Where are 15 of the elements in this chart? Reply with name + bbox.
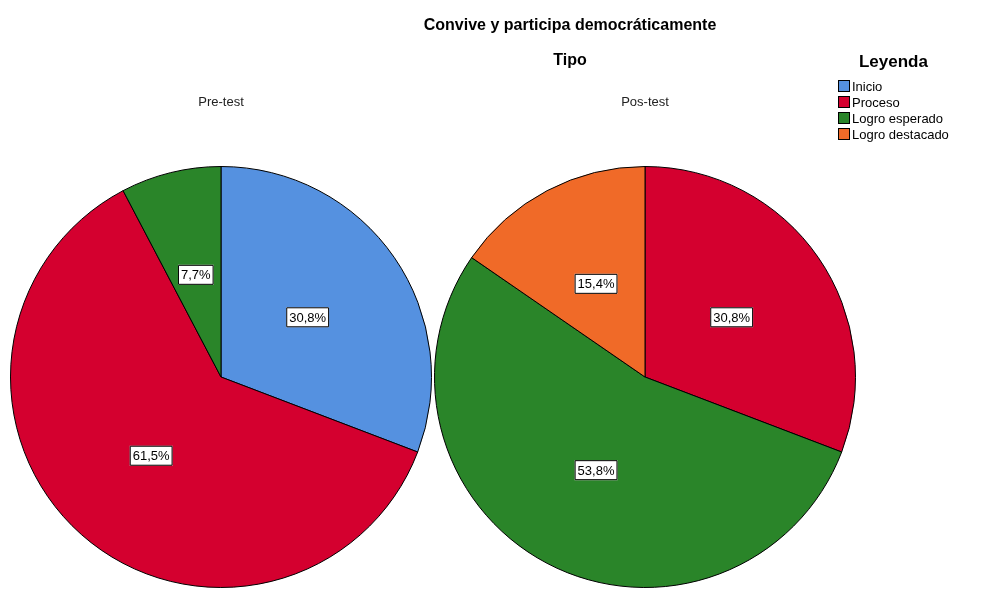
data-label: 61,5% (132, 448, 171, 464)
data-label: 53,8% (577, 462, 615, 478)
data-label: 30,8% (713, 309, 751, 325)
text: Tipo (553, 51, 587, 68)
legend-title: Leyenda (857, 52, 929, 72)
legend-label: Proceso (852, 94, 900, 110)
data-label: 15,4% (577, 276, 615, 292)
text: Pre-test (197, 94, 245, 109)
text: Convive y participa democráticamente (422, 16, 718, 34)
legend-label: Logro esperado (852, 110, 944, 126)
data-label: 30,8% (289, 309, 327, 325)
legend-label: Inicio (852, 78, 883, 94)
chart-title: Pos-test (621, 94, 669, 109)
data-label: 7,7% (180, 267, 212, 283)
legend-label: Logro destacado (852, 126, 949, 142)
